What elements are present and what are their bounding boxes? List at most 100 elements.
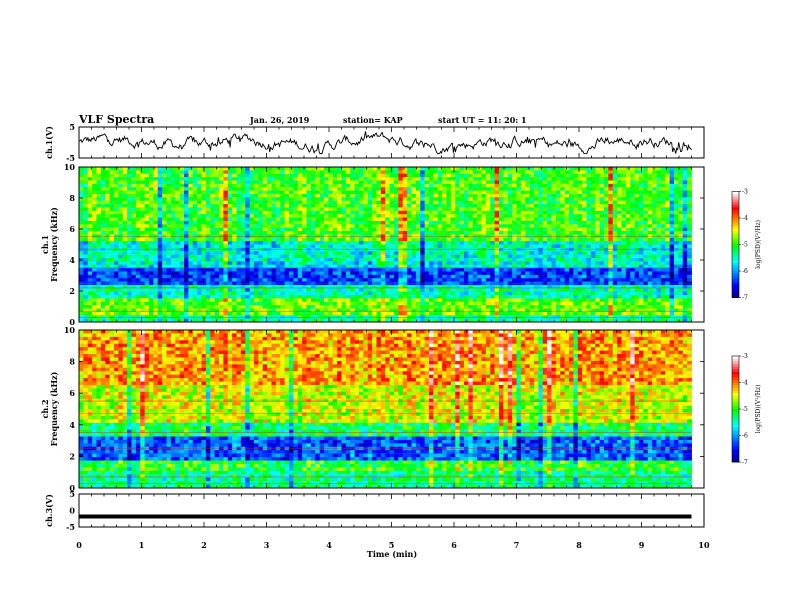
ch1-spec-cell xyxy=(534,237,539,242)
ch1-spec-cell xyxy=(599,274,605,279)
ch1-spec-cell xyxy=(118,210,124,215)
ch1-spec-cell xyxy=(433,227,439,232)
ch1-spec-cell xyxy=(345,187,351,191)
ch1-spec-cell xyxy=(345,227,351,232)
ch1-spec-cell xyxy=(302,183,307,188)
ch1-spec-cell xyxy=(407,254,412,259)
ch1-spec-cell xyxy=(630,173,636,178)
ch1-spec-cell xyxy=(166,167,172,171)
ch1-spec-cell xyxy=(674,183,679,188)
ch1-spec-cell xyxy=(170,224,176,229)
ch1-spec-cell xyxy=(144,207,150,212)
ch1-spec-cell xyxy=(494,261,500,266)
ch1-spec-cell xyxy=(359,180,364,185)
ch1-spec-cell xyxy=(599,193,605,198)
ch1-spec-cell xyxy=(118,197,124,202)
ch1-spec-cell xyxy=(205,170,211,175)
ch1-spec-cell xyxy=(319,231,325,235)
ch1-spec-cell xyxy=(389,224,395,229)
ch1-spec-cell xyxy=(280,170,286,175)
ch1-spec-cell xyxy=(96,264,102,269)
ch1-spec-cell xyxy=(109,237,115,242)
ch1-spec-cell xyxy=(267,227,272,232)
ch1-spec-cell xyxy=(127,220,132,225)
ch1-spec-cell xyxy=(429,237,434,242)
ch1-spec-cell xyxy=(297,244,303,249)
ch1-spec-cell xyxy=(481,254,487,259)
ch1-spec-cell xyxy=(127,183,132,188)
ch1-spec-cell xyxy=(262,227,268,232)
ch1-spec-cell xyxy=(245,183,251,188)
ch1-spec-cell xyxy=(105,177,111,181)
ch1-spec-cell xyxy=(157,207,163,212)
ch1-spec-cell xyxy=(407,224,412,229)
ch1-spec-cell xyxy=(345,271,351,276)
ch1-spec-cell xyxy=(429,257,434,262)
ch1-spec-cell xyxy=(197,234,202,239)
ch1-spec-cell xyxy=(660,173,666,178)
ch1-spec-cell xyxy=(477,224,482,229)
ch1-spec-cell xyxy=(105,274,111,279)
ch1-spec-cell xyxy=(315,224,321,229)
ch1-spec-cell xyxy=(350,190,356,195)
ch1-spec-cell xyxy=(621,207,627,212)
ch1-spec-cell xyxy=(83,183,89,188)
ch1-spec-cell xyxy=(240,227,246,232)
ch1-spec-cell xyxy=(96,274,102,279)
ch1-spec-cell xyxy=(634,207,640,212)
ch1-spec-cell xyxy=(494,217,500,222)
ch1-spec-cell xyxy=(380,247,386,252)
ch1-spec-cell xyxy=(157,237,163,242)
ch1-spec-cell xyxy=(144,251,150,256)
ch1-spec-cell xyxy=(569,207,574,212)
ch1-spec-cell xyxy=(79,261,84,266)
ch1-spec-cell xyxy=(350,183,356,188)
ch1-spec-cell xyxy=(682,167,688,171)
ch1-spec-cell xyxy=(332,220,338,225)
ch1-spec-cell xyxy=(302,227,307,232)
ch1-spec-cell xyxy=(341,227,347,232)
ch1-spec-cell xyxy=(122,220,128,225)
ch1-spec-cell xyxy=(573,234,579,239)
ch1-spec-cell xyxy=(315,278,321,282)
ch1-spec-cell xyxy=(87,241,93,245)
ch1-spec-cell xyxy=(647,210,653,215)
ch1-spec-cell xyxy=(249,244,255,249)
ch1-spec-cell xyxy=(96,217,102,222)
ch1-spec-cell xyxy=(477,187,482,191)
ch1-spec-cell xyxy=(175,190,181,195)
ch1-spec-cell xyxy=(197,220,202,225)
ch1-spec-cell xyxy=(131,254,137,259)
ch1-spec-cell xyxy=(219,254,224,259)
ch1-spec-cell xyxy=(280,278,286,282)
ch1-spec-cell xyxy=(359,170,364,175)
ch1-spec-cell xyxy=(214,193,220,198)
ch1-spec-cell xyxy=(223,217,229,222)
ch1-spec-cell xyxy=(363,197,369,202)
ch1-spec-cell xyxy=(192,264,198,269)
ch1-spec-cell xyxy=(643,254,649,259)
ch1-spec-cell xyxy=(599,224,605,229)
ch1-spec-cell xyxy=(184,244,189,249)
ch1-spec-cell xyxy=(669,257,675,262)
ch1-spec-cell xyxy=(179,193,185,198)
ch1-spec-cell xyxy=(520,254,526,259)
ch1-spec-cell xyxy=(525,180,531,185)
ch1-spec-cell xyxy=(332,274,338,279)
ch1-spec-cell xyxy=(494,264,500,269)
ch1-spec-cell xyxy=(512,274,517,279)
ch1-spec-cell xyxy=(306,234,312,239)
ch1-spec-cell xyxy=(214,257,220,262)
ch1-spec-cell xyxy=(157,183,163,188)
ch1-spec-cell xyxy=(201,217,207,222)
ch1-spec-cell xyxy=(617,217,622,222)
ch1-spec-cell xyxy=(429,167,434,171)
ch1-spec-cell xyxy=(442,254,447,259)
ch1-spec-cell xyxy=(577,224,583,229)
ch1-spec-cell xyxy=(604,237,609,242)
ch1-spec-cell xyxy=(144,193,150,198)
ch1-spec-cell xyxy=(551,193,557,198)
ch1-spec-cell xyxy=(210,231,216,235)
ch1-spec-cell xyxy=(205,271,211,276)
ch1-spec-cell xyxy=(87,193,93,198)
